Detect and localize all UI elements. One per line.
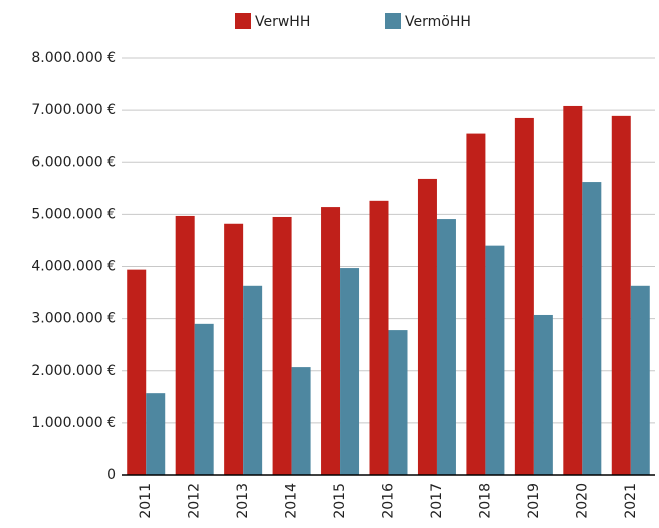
legend-label: VermöHH	[405, 14, 471, 30]
x-tick-label: 2020	[574, 483, 590, 519]
y-tick-label: 7.000.000 €	[31, 102, 116, 118]
bar	[321, 207, 341, 475]
bar	[146, 393, 166, 475]
y-tick-label: 6.000.000 €	[31, 154, 116, 170]
legend-swatch	[235, 13, 251, 29]
x-tick-label: 2012	[187, 483, 203, 519]
bar	[630, 285, 650, 475]
bar	[194, 323, 214, 475]
bar	[175, 215, 195, 475]
bar	[582, 182, 602, 475]
x-tick-label: 2011	[138, 483, 154, 519]
y-tick-label: 0	[107, 467, 116, 483]
bar	[514, 117, 534, 475]
legend-label: VerwHH	[255, 14, 310, 30]
y-tick-label: 8.000.000 €	[31, 50, 116, 66]
y-tick-label: 4.000.000 €	[31, 259, 116, 275]
x-tick-label: 2013	[235, 483, 251, 519]
x-tick-label: 2016	[381, 483, 397, 519]
x-tick-label: 2018	[477, 483, 493, 519]
bar	[533, 314, 553, 475]
bar	[388, 330, 408, 475]
legend-swatch	[385, 13, 401, 29]
x-tick-label: 2017	[429, 483, 445, 519]
x-tick-label: 2014	[284, 483, 300, 519]
y-tick-label: 2.000.000 €	[31, 363, 116, 379]
bar	[369, 200, 389, 475]
bar	[436, 219, 456, 475]
bar	[340, 268, 360, 475]
bar	[485, 245, 505, 475]
bar	[127, 269, 147, 475]
x-tick-label: 2021	[623, 483, 639, 519]
bar	[466, 133, 486, 476]
y-tick-label: 3.000.000 €	[31, 311, 116, 327]
bar	[272, 216, 292, 475]
x-tick-label: 2015	[332, 483, 348, 519]
bar	[417, 178, 437, 475]
bar	[563, 105, 583, 475]
bar	[243, 285, 263, 475]
y-tick-label: 1.000.000 €	[31, 415, 116, 431]
x-tick-label: 2019	[526, 483, 542, 519]
bar	[224, 223, 244, 475]
bar	[611, 115, 631, 475]
y-tick-label: 5.000.000 €	[31, 206, 116, 222]
bar	[291, 367, 311, 475]
